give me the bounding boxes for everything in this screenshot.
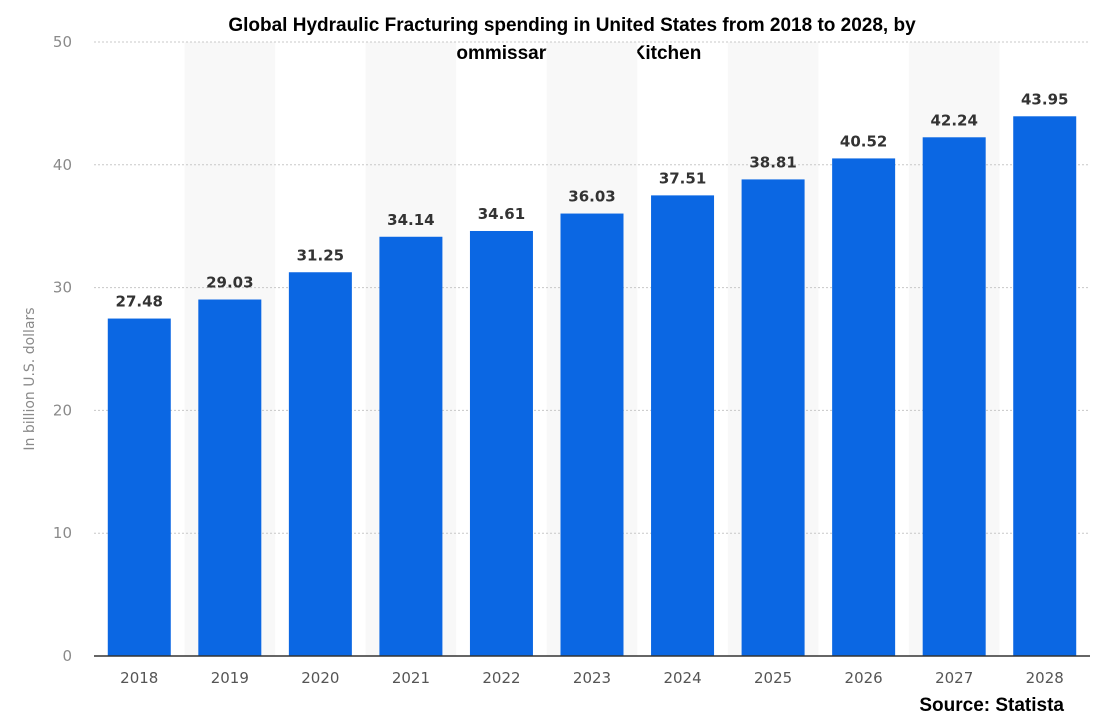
x-tick-label: 2026 [845, 669, 883, 687]
bar-2027 [922, 137, 986, 657]
bar-2019 [198, 299, 262, 656]
x-tick-label: 2021 [392, 669, 430, 687]
data-label: 34.61 [478, 205, 525, 223]
x-tick-label: 2018 [120, 669, 158, 687]
y-tick-label: 0 [62, 647, 72, 665]
data-label: 36.03 [568, 188, 615, 206]
x-tick-label: 2019 [211, 669, 249, 687]
x-tick-label: 2023 [573, 669, 611, 687]
x-tick-label: 2022 [482, 669, 520, 687]
x-tick-label: 2027 [935, 669, 973, 687]
bar-2023 [560, 213, 624, 656]
y-tick-label: 10 [53, 524, 72, 542]
data-label: 34.14 [387, 211, 434, 229]
data-label: 27.48 [116, 293, 163, 311]
bar-2028 [1013, 116, 1077, 656]
x-tick-label: 2028 [1026, 669, 1064, 687]
bar-2021 [379, 236, 443, 656]
title-line-1: Global Hydraulic Fracturing spending in … [228, 15, 916, 36]
data-label: 29.03 [206, 274, 253, 292]
y-axis-label: In billion U.S. dollars [22, 307, 38, 450]
data-label: 31.25 [297, 246, 344, 264]
y-tick-label: 30 [53, 279, 72, 297]
bar-2022 [469, 230, 533, 656]
data-label: 42.24 [930, 111, 977, 129]
bar-2018 [107, 318, 171, 656]
data-label: 38.81 [749, 153, 796, 171]
x-tick-label: 2020 [301, 669, 339, 687]
source-label: Source: Statista [919, 695, 1064, 716]
y-tick-label: 50 [53, 33, 72, 51]
data-label: 43.95 [1021, 90, 1068, 108]
bar-2025 [741, 179, 805, 656]
x-tick-label: 2025 [754, 669, 792, 687]
bar-2024 [651, 195, 715, 656]
bar-2020 [288, 272, 352, 656]
y-tick-label: 20 [53, 401, 72, 419]
data-label: 40.52 [840, 132, 887, 150]
bar-2026 [832, 158, 896, 656]
y-tick-label: 40 [53, 156, 72, 174]
x-tick-label: 2024 [663, 669, 701, 687]
data-label: 37.51 [659, 169, 706, 187]
